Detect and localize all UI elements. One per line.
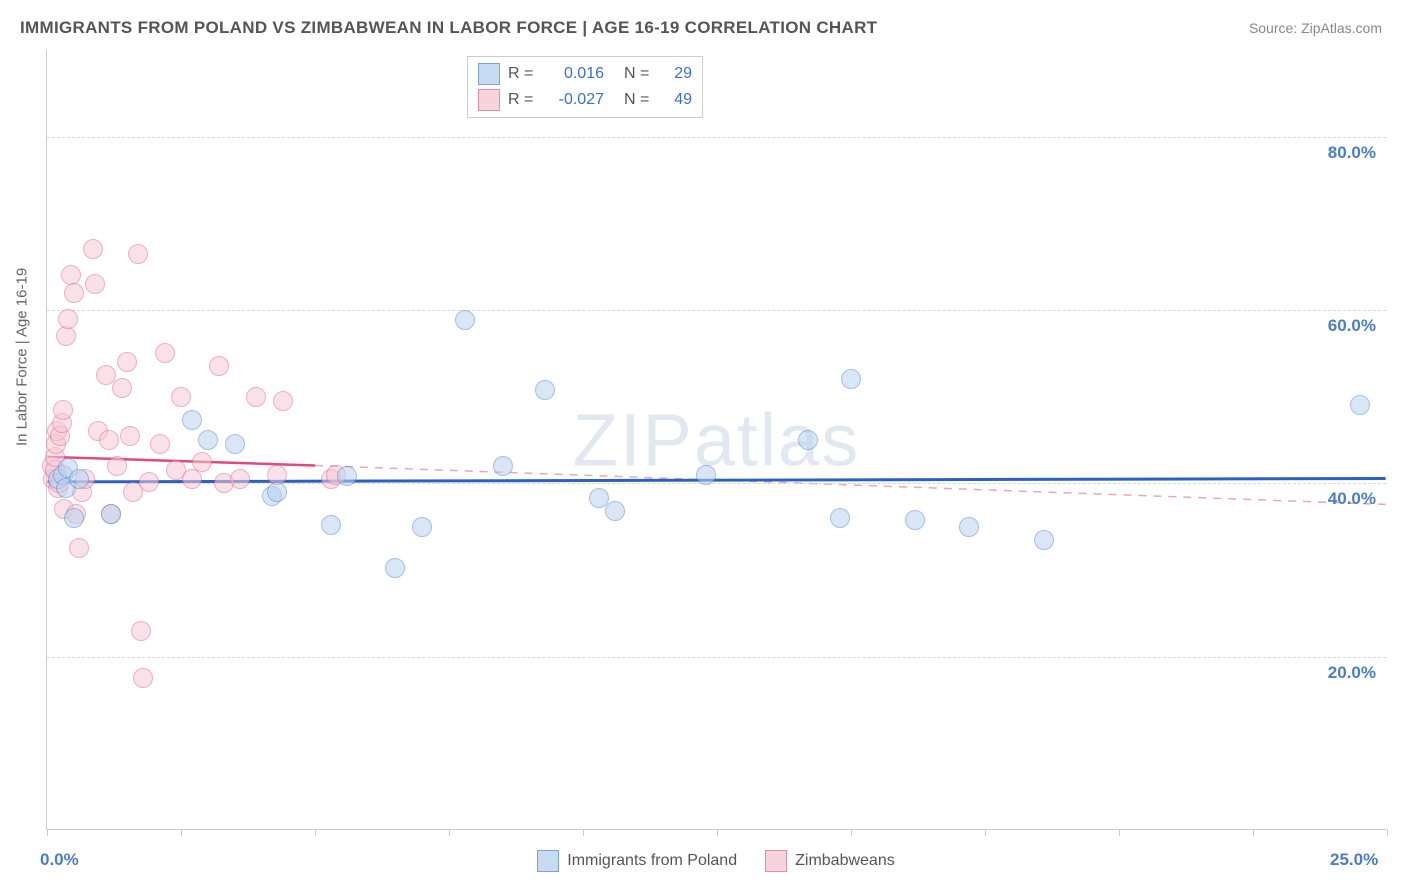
data-point <box>273 391 293 411</box>
data-point <box>905 510 925 530</box>
data-point <box>117 352 137 372</box>
legend-swatch <box>478 89 500 111</box>
data-point <box>131 621 151 641</box>
data-point <box>1350 395 1370 415</box>
data-point <box>841 369 861 389</box>
data-point <box>182 469 202 489</box>
data-point <box>230 469 250 489</box>
legend-bottom: Immigrants from Poland Zimbabweans <box>46 850 1386 877</box>
x-tick <box>449 829 450 836</box>
grid-line <box>47 137 1386 138</box>
data-point <box>150 434 170 454</box>
x-tick <box>583 829 584 836</box>
legend-swatch <box>537 850 559 872</box>
legend-item: Zimbabweans <box>765 850 895 872</box>
legend-row: R = 0.016 N = 29 <box>478 61 692 87</box>
data-point <box>493 456 513 476</box>
data-point <box>69 538 89 558</box>
x-tick-label: 0.0% <box>40 850 79 870</box>
legend-r-label: R = <box>508 91 538 109</box>
x-tick-label: 25.0% <box>1330 850 1378 870</box>
data-point <box>56 326 76 346</box>
y-tick-label: 60.0% <box>1328 316 1376 336</box>
data-point <box>830 508 850 528</box>
x-tick <box>1119 829 1120 836</box>
data-point <box>605 501 625 521</box>
data-point <box>64 283 84 303</box>
data-point <box>101 504 121 524</box>
data-point <box>112 378 132 398</box>
y-axis-label: In Labor Force | Age 16-19 <box>14 268 31 446</box>
data-point <box>798 430 818 450</box>
data-point <box>535 380 555 400</box>
legend-n-label: N = <box>624 91 654 109</box>
data-point <box>64 508 84 528</box>
data-point <box>83 239 103 259</box>
data-point <box>412 517 432 537</box>
data-point <box>155 343 175 363</box>
legend-swatch <box>765 850 787 872</box>
legend-row: R = -0.027 N = 49 <box>478 87 692 113</box>
data-point <box>267 482 287 502</box>
data-point <box>337 466 357 486</box>
data-point <box>85 274 105 294</box>
chart-title: IMMIGRANTS FROM POLAND VS ZIMBABWEAN IN … <box>20 18 877 38</box>
data-point <box>58 309 78 329</box>
source-label: Source: ZipAtlas.com <box>1249 20 1382 36</box>
chart-area: ZIPatlas R =0.016N =29R =-0.027N =49 20.… <box>46 50 1386 830</box>
legend-r-value: 0.016 <box>546 65 604 83</box>
legend-r-value: -0.027 <box>546 91 604 109</box>
x-tick <box>315 829 316 836</box>
data-point <box>69 469 89 489</box>
data-point <box>133 668 153 688</box>
legend-swatch <box>478 63 500 85</box>
plot-region: ZIPatlas R =0.016N =29R =-0.027N =49 20.… <box>46 50 1386 830</box>
data-point <box>209 356 229 376</box>
data-point <box>959 517 979 537</box>
grid-line <box>47 657 1386 658</box>
data-point <box>53 400 73 420</box>
data-point <box>139 472 159 492</box>
x-tick <box>181 829 182 836</box>
data-point <box>128 244 148 264</box>
data-point <box>182 410 202 430</box>
legend-r-label: R = <box>508 65 538 83</box>
data-point <box>171 387 191 407</box>
legend-n-label: N = <box>624 65 654 83</box>
legend-correlation-box: R = 0.016 N = 29 R = -0.027 N = 49 <box>467 56 703 118</box>
data-point <box>225 434 245 454</box>
legend-n-value: 49 <box>662 91 692 109</box>
data-point <box>321 515 341 535</box>
data-point <box>696 465 716 485</box>
data-point <box>99 430 119 450</box>
trend-lines-layer <box>47 50 1386 829</box>
data-point <box>107 456 127 476</box>
y-tick-label: 80.0% <box>1328 143 1376 163</box>
legend-n-value: 29 <box>662 65 692 83</box>
x-tick <box>1387 829 1388 836</box>
data-point <box>192 452 212 472</box>
data-point <box>120 426 140 446</box>
x-tick <box>1253 829 1254 836</box>
legend-label: Immigrants from Poland <box>567 852 737 870</box>
x-tick <box>851 829 852 836</box>
data-point <box>198 430 218 450</box>
legend-item: Immigrants from Poland <box>537 850 737 872</box>
data-point <box>1034 530 1054 550</box>
x-tick <box>985 829 986 836</box>
legend-label: Zimbabweans <box>795 852 895 870</box>
data-point <box>455 310 475 330</box>
data-point <box>385 558 405 578</box>
x-tick <box>47 829 48 836</box>
y-tick-label: 40.0% <box>1328 489 1376 509</box>
data-point <box>246 387 266 407</box>
y-tick-label: 20.0% <box>1328 663 1376 683</box>
grid-line <box>47 310 1386 311</box>
x-tick <box>717 829 718 836</box>
